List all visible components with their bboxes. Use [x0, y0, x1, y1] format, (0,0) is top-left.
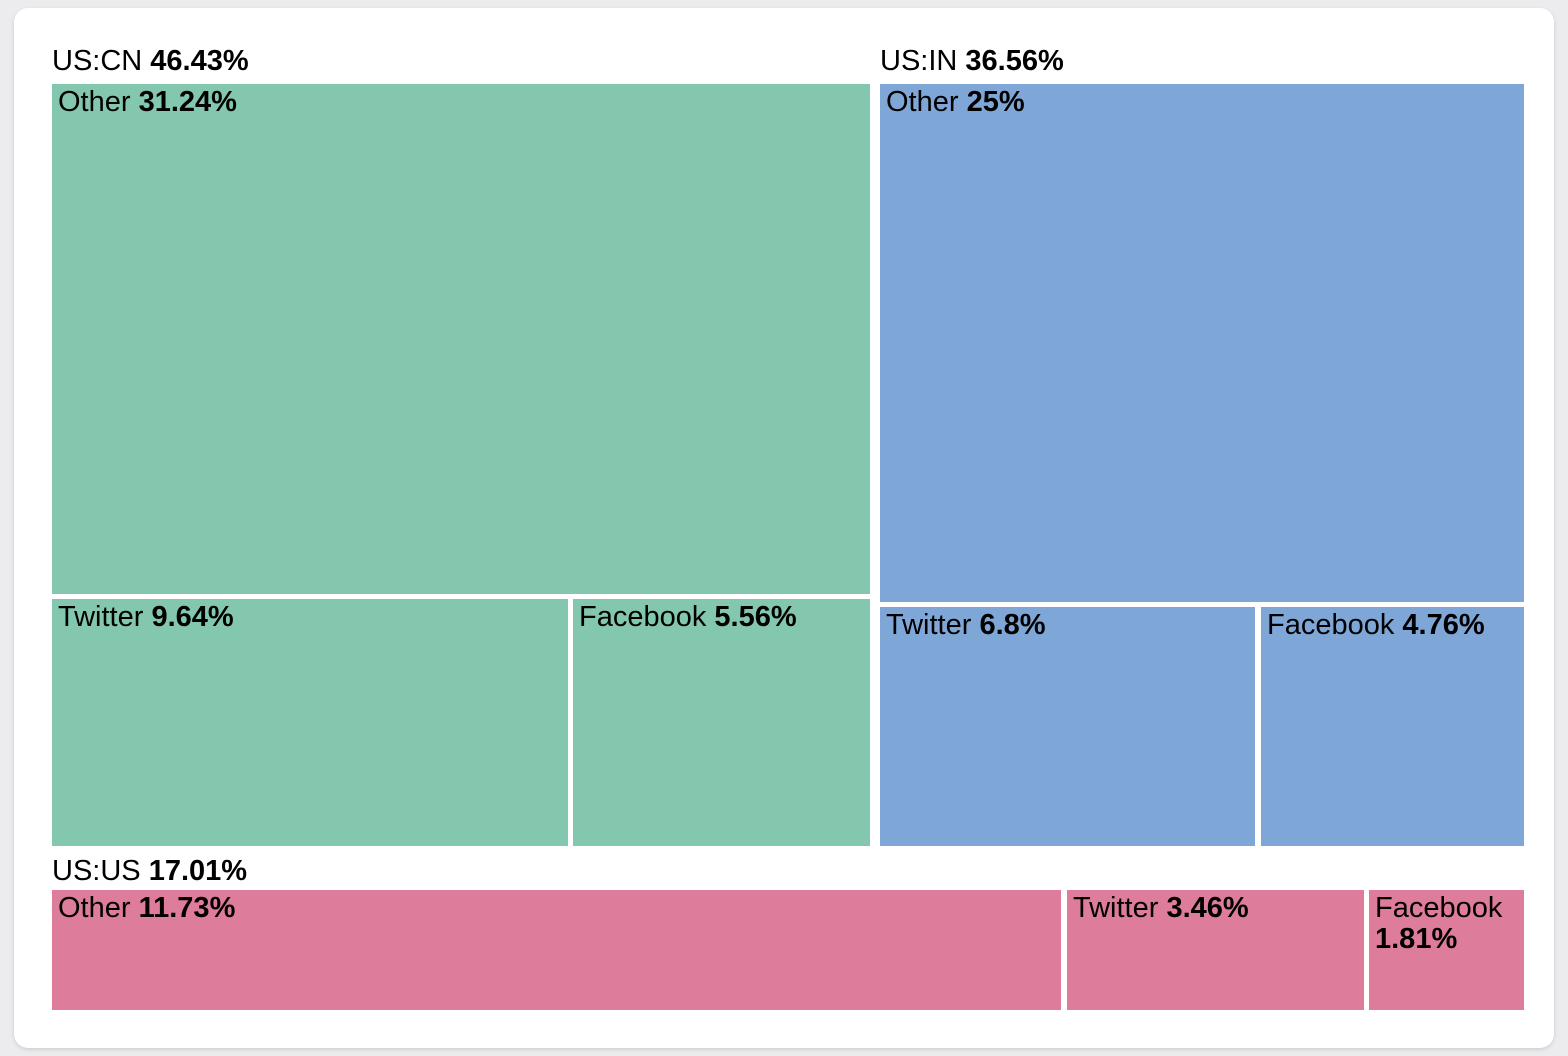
cell-value: 3.46%: [1166, 892, 1249, 924]
group-name: US:CN: [52, 45, 143, 77]
treemap-cell-us-in-twitter[interactable]: Twitter 6.8%: [880, 607, 1255, 846]
cell-name: Twitter: [886, 609, 972, 641]
treemap-cell-us-in-facebook[interactable]: Facebook 4.76%: [1261, 607, 1524, 846]
group-label-us-us: US:US 17.01%: [52, 855, 247, 887]
treemap-cell-us-cn-twitter[interactable]: Twitter 9.64%: [52, 599, 568, 846]
cell-label: Other 25%: [880, 84, 1524, 121]
chart-card: US:CN 46.43% Other 31.24% Twitter 9.64% …: [14, 8, 1554, 1048]
cell-name: Other: [886, 86, 959, 118]
cell-label: Facebook 5.56%: [573, 599, 870, 636]
cell-value: 25%: [966, 86, 1025, 118]
group-value: 17.01%: [148, 855, 248, 887]
cell-value: 5.56%: [714, 601, 797, 633]
cell-value: 1.81%: [1375, 923, 1458, 955]
treemap-cell-us-cn-other[interactable]: Other 31.24%: [52, 84, 870, 594]
cell-label: Other 11.73%: [52, 890, 1061, 927]
cell-name: Facebook: [579, 601, 707, 633]
group-name: US:IN: [880, 45, 958, 77]
cell-label: Twitter 6.8%: [880, 607, 1255, 644]
cell-name: Other: [58, 86, 131, 118]
group-label-us-in: US:IN 36.56%: [880, 45, 1064, 77]
cell-label: Facebook 4.76%: [1261, 607, 1524, 644]
treemap-cell-us-us-facebook[interactable]: Facebook 1.81%: [1369, 890, 1524, 1010]
cell-value: 6.8%: [979, 609, 1046, 641]
cell-label: Other 31.24%: [52, 84, 870, 121]
cell-name: Facebook: [1267, 609, 1395, 641]
cell-value: 9.64%: [151, 601, 234, 633]
group-name: US:US: [52, 855, 141, 887]
group-value: 36.56%: [965, 45, 1064, 77]
cell-name: Twitter: [58, 601, 144, 633]
cell-name: Facebook: [1375, 892, 1503, 924]
cell-label: Facebook 1.81%: [1369, 890, 1524, 958]
cell-label: Twitter 3.46%: [1067, 890, 1364, 927]
treemap-cell-us-us-other[interactable]: Other 11.73%: [52, 890, 1061, 1010]
cell-label: Twitter 9.64%: [52, 599, 568, 636]
treemap-cell-us-us-twitter[interactable]: Twitter 3.46%: [1067, 890, 1364, 1010]
cell-name: Other: [58, 892, 131, 924]
cell-value: 11.73%: [138, 892, 236, 924]
treemap-cell-us-in-other[interactable]: Other 25%: [880, 84, 1524, 602]
cell-value: 4.76%: [1402, 609, 1485, 641]
cell-value: 31.24%: [138, 86, 237, 118]
treemap-cell-us-cn-facebook[interactable]: Facebook 5.56%: [573, 599, 870, 846]
cell-name: Twitter: [1073, 892, 1159, 924]
group-value: 46.43%: [150, 45, 249, 77]
group-label-us-cn: US:CN 46.43%: [52, 45, 249, 77]
